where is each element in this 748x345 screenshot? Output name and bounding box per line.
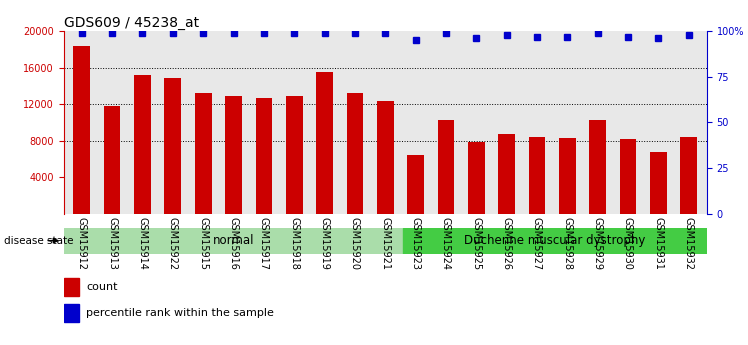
Text: GSM15916: GSM15916 [228, 217, 239, 270]
Text: normal: normal [212, 234, 254, 247]
Text: GSM15921: GSM15921 [380, 217, 390, 270]
Bar [438, 120, 454, 214]
Bar [165, 78, 181, 214]
Bar [64, 228, 403, 254]
Text: GDS609 / 45238_at: GDS609 / 45238_at [64, 16, 199, 30]
Bar [589, 120, 606, 214]
Text: GSM15925: GSM15925 [471, 217, 481, 270]
Bar [194, 93, 212, 214]
Bar [73, 46, 90, 214]
Bar [346, 93, 364, 214]
Text: GSM15912: GSM15912 [77, 217, 87, 270]
Bar [377, 100, 393, 214]
Text: GSM15913: GSM15913 [107, 217, 117, 270]
Bar [316, 72, 333, 214]
Text: GSM15931: GSM15931 [653, 217, 663, 270]
Text: disease state: disease state [4, 236, 73, 246]
Bar [559, 138, 576, 214]
Bar [134, 75, 151, 214]
Text: GSM15932: GSM15932 [684, 217, 693, 270]
Text: Duchenne muscular dystrophy: Duchenne muscular dystrophy [465, 234, 646, 247]
Bar [104, 106, 120, 214]
Bar [64, 278, 79, 296]
Text: GSM15922: GSM15922 [168, 217, 178, 270]
Text: GSM15924: GSM15924 [441, 217, 451, 270]
Text: GSM15930: GSM15930 [623, 217, 633, 270]
Text: GSM15920: GSM15920 [350, 217, 360, 270]
Bar [286, 96, 302, 214]
Bar [498, 134, 515, 214]
Text: GSM15918: GSM15918 [289, 217, 299, 270]
Bar [650, 152, 666, 214]
Text: GSM15919: GSM15919 [319, 217, 330, 270]
Text: GSM15917: GSM15917 [259, 217, 269, 270]
Bar [225, 96, 242, 214]
Bar [529, 137, 545, 214]
Text: GSM15928: GSM15928 [562, 217, 572, 270]
Text: GSM15926: GSM15926 [502, 217, 512, 270]
Text: count: count [86, 282, 117, 292]
Text: percentile rank within the sample: percentile rank within the sample [86, 308, 274, 318]
Bar [619, 139, 637, 214]
Bar [468, 142, 485, 214]
Text: GSM15914: GSM15914 [138, 217, 147, 270]
Bar [64, 304, 79, 322]
Bar [407, 155, 424, 214]
Text: GSM15929: GSM15929 [592, 217, 603, 270]
Bar [403, 228, 707, 254]
Text: GSM15915: GSM15915 [198, 217, 208, 270]
Text: GSM15927: GSM15927 [532, 217, 542, 270]
Bar [256, 98, 272, 214]
Text: GSM15923: GSM15923 [411, 217, 420, 270]
Bar [681, 137, 697, 214]
